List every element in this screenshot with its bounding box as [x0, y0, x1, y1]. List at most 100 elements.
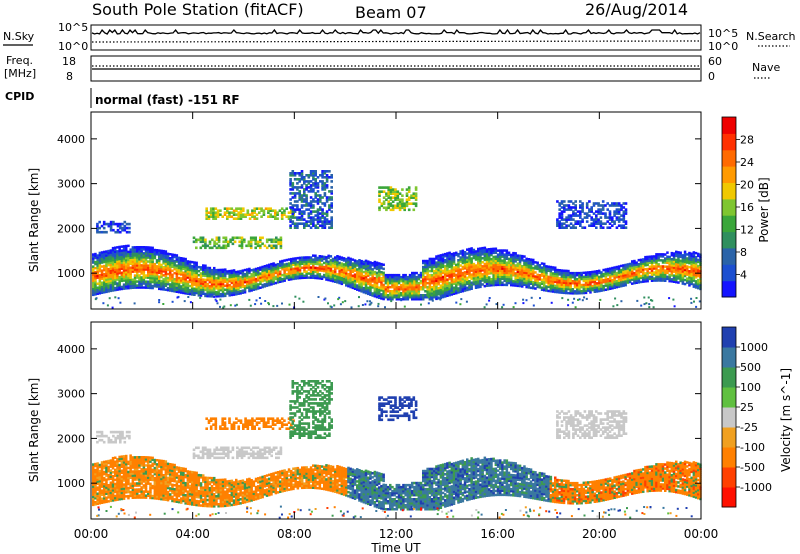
range-gate-cell	[340, 278, 344, 281]
range-gate-cell	[615, 271, 619, 275]
range-gate-cell	[549, 284, 553, 287]
range-gate-cell	[307, 220, 311, 223]
range-gate-cell	[532, 284, 535, 288]
range-gate-cell	[510, 273, 513, 277]
range-gate-cell	[387, 196, 390, 199]
range-gate-cell	[153, 268, 157, 272]
range-gate-cell	[144, 260, 148, 263]
range-gate-cell	[208, 242, 212, 246]
range-gate-cell	[472, 274, 476, 278]
range-gate-cell	[561, 297, 564, 300]
range-gate-cell	[514, 274, 517, 277]
range-gate-cell	[488, 252, 491, 255]
range-gate-cell	[210, 281, 214, 284]
range-gate-cell	[316, 202, 320, 205]
range-gate-cell	[243, 289, 247, 292]
range-gate-cell	[397, 285, 401, 289]
range-gate-cell	[301, 256, 304, 259]
range-gate-cell	[114, 222, 117, 226]
range-gate-cell	[604, 214, 607, 217]
range-gate-cell	[114, 286, 117, 290]
range-gate-cell	[378, 206, 381, 210]
range-gate-cell	[402, 288, 405, 291]
range-gate-cell	[444, 267, 447, 270]
range-gate-cell	[382, 289, 385, 293]
range-gate-cell	[142, 246, 146, 249]
range-gate-cell	[615, 275, 619, 279]
range-gate-cell	[312, 268, 315, 271]
range-gate-cell	[199, 280, 203, 283]
range-gate-cell	[565, 218, 568, 221]
range-gate-cell	[182, 281, 185, 285]
range-gate-cell	[316, 176, 320, 179]
range-gate-cell	[595, 276, 599, 279]
range-gate-cell	[593, 280, 597, 283]
range-gate-cell	[94, 285, 97, 288]
range-gate-cell	[369, 293, 372, 296]
range-gate-cell	[583, 212, 587, 215]
range-gate-cell	[336, 275, 339, 278]
range-gate-cell	[587, 281, 590, 284]
range-gate-cell	[403, 305, 406, 308]
range-gate-cell	[118, 280, 121, 283]
range-gate-cell	[249, 304, 252, 307]
date-title: 26/Aug/2014	[585, 0, 688, 19]
range-gate-cell	[329, 305, 332, 308]
range-gate-cell	[103, 266, 106, 270]
range-gate-cell	[108, 297, 111, 300]
range-gate-cell	[496, 279, 500, 283]
range-gate-cell	[642, 270, 645, 273]
range-gate-cell	[600, 287, 603, 290]
range-gate-cell	[298, 262, 302, 266]
range-gate-cell	[109, 275, 113, 278]
range-gate-cell	[103, 250, 106, 254]
range-gate-cell	[169, 275, 172, 278]
range-gate-cell	[525, 257, 528, 261]
range-gate-cell	[633, 279, 636, 283]
range-gate-cell	[369, 300, 371, 303]
range-gate-cell	[532, 274, 535, 278]
range-gate-cell	[111, 261, 115, 264]
range-gate-cell	[455, 279, 458, 283]
range-gate-cell	[426, 296, 429, 299]
range-gate-cell	[549, 286, 553, 289]
range-gate-cell	[296, 266, 300, 270]
range-gate-cell	[624, 283, 627, 287]
freq-tick-bottom: 8	[66, 70, 73, 83]
range-gate-cell	[147, 260, 150, 263]
range-gate-cell	[98, 230, 101, 234]
range-gate-cell	[243, 240, 246, 244]
range-gate-cell	[452, 268, 456, 271]
range-gate-cell	[249, 246, 253, 250]
range-gate-cell	[496, 271, 500, 274]
range-gate-cell	[463, 275, 467, 278]
range-gate-cell	[598, 283, 601, 287]
range-gate-cell	[360, 261, 363, 265]
range-gate-cell	[496, 261, 500, 264]
range-gate-cell	[329, 273, 333, 276]
range-gate-cell	[457, 259, 460, 262]
range-gate-cell	[158, 263, 161, 266]
range-gate-cell	[293, 216, 297, 219]
range-gate-cell	[624, 277, 627, 281]
range-gate-cell	[149, 258, 152, 261]
range-gate-cell	[468, 261, 471, 265]
range-gate-cell	[226, 270, 229, 273]
range-gate-cell	[369, 267, 372, 270]
range-gate-cell	[232, 281, 236, 284]
range-gate-cell	[501, 253, 504, 256]
range-gate-cell	[300, 172, 304, 175]
range-gate-cell	[102, 302, 105, 305]
range-gate-cell	[293, 204, 297, 207]
range-gate-cell	[186, 260, 190, 263]
range-gate-cell	[94, 287, 97, 290]
range-gate-cell	[547, 283, 550, 287]
range-gate-cell	[604, 288, 608, 291]
range-gate-cell	[246, 211, 250, 214]
range-gate-cell	[639, 276, 643, 280]
range-gate-cell	[551, 288, 555, 291]
range-gate-cell	[231, 242, 235, 246]
range-gate-cell	[380, 289, 383, 292]
range-gate-cell	[530, 296, 533, 299]
range-gate-cell	[177, 278, 181, 282]
